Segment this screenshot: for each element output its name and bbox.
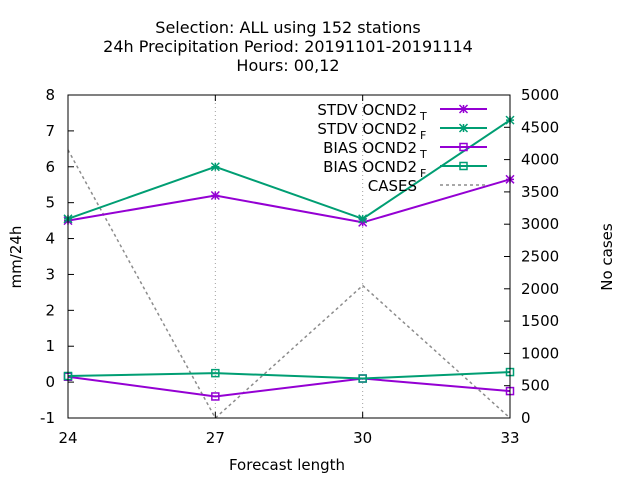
series-line-0 (67, 178, 511, 224)
y-tick-label: 7 (45, 122, 55, 140)
title-line-2: 24h Precipitation Period: 20191101-20191… (103, 37, 473, 56)
legend-label-3: BIAS OCND2 (323, 158, 417, 176)
y-tick-label: 3 (45, 265, 55, 283)
data-point-3 (211, 368, 220, 378)
y2-tick-label: 2500 (521, 248, 559, 266)
y2-tick-label: 5000 (521, 86, 559, 104)
series-line-3 (67, 371, 511, 380)
y2-tick-label: 3000 (521, 215, 559, 233)
y-tick-label: 1 (45, 337, 55, 355)
legend-marker-0 (458, 104, 469, 114)
y-tick-label: 8 (45, 86, 55, 104)
data-point-1 (358, 214, 368, 224)
y2-tick-label: 2000 (521, 280, 559, 298)
y-tick-label: 4 (45, 230, 55, 248)
data-point-1 (210, 162, 220, 172)
y-axis-label: mm/24h (7, 226, 25, 289)
legend-marker-3 (459, 161, 468, 171)
data-point-0 (210, 190, 220, 201)
series-line-2 (67, 375, 511, 398)
legend-marker-2 (459, 142, 468, 152)
data-point-3 (358, 374, 367, 383)
y-tick-label: 0 (45, 373, 55, 391)
y-tick-label: 5 (45, 194, 55, 212)
plot-border (67, 94, 511, 419)
y2-tick-label: 3500 (521, 183, 559, 201)
y2-tick-label: 500 (521, 377, 550, 395)
y2-tick-label: 4500 (521, 118, 559, 136)
y-tick-label: -1 (40, 409, 55, 427)
data-point-2 (211, 392, 220, 401)
legend-label-4: CASES (368, 177, 417, 195)
chart-title: Selection: ALL using 152 stations 24h Pr… (103, 18, 473, 75)
x-tick-label: 24 (58, 429, 77, 447)
y2-tick-label: 4000 (521, 151, 559, 169)
series-line-1 (67, 119, 511, 220)
legend-subscript-0: T (419, 110, 427, 123)
x-tick-label: 30 (353, 429, 372, 447)
legend-marker-1 (458, 123, 469, 133)
legend-subscript-1: F (420, 129, 426, 142)
x-tick-label: 27 (206, 429, 225, 447)
axis-ticks: 24 27 30 33 -1 0 1 2 3 4 5 6 7 8 0 500 1000 1500 2000 2500 3… (40, 86, 559, 447)
legend-label-2: BIAS OCND2 (323, 139, 417, 157)
series-line-4 (67, 149, 511, 420)
y-tick-label: 6 (45, 158, 55, 176)
legend-subscript-3: F (420, 167, 426, 180)
legend-label-1: STDV OCND2 (317, 120, 417, 138)
y-tick-label: 2 (45, 301, 55, 319)
y2-tick-label: 1500 (521, 312, 559, 330)
y2-axis-label: No cases (598, 223, 616, 291)
x-axis-label: Forecast length (229, 456, 345, 474)
legend-subscript-2: T (419, 148, 427, 161)
series-group (63, 115, 515, 401)
y2-tick-label: 1000 (521, 344, 559, 362)
x-tick-label: 33 (500, 429, 519, 447)
cases-series (67, 149, 511, 420)
y2-tick-label: 0 (521, 409, 531, 427)
legend-label-0: STDV OCND2 (317, 101, 417, 119)
title-line-3: Hours: 00,12 (236, 56, 339, 75)
title-line-1: Selection: ALL using 152 stations (155, 18, 420, 37)
